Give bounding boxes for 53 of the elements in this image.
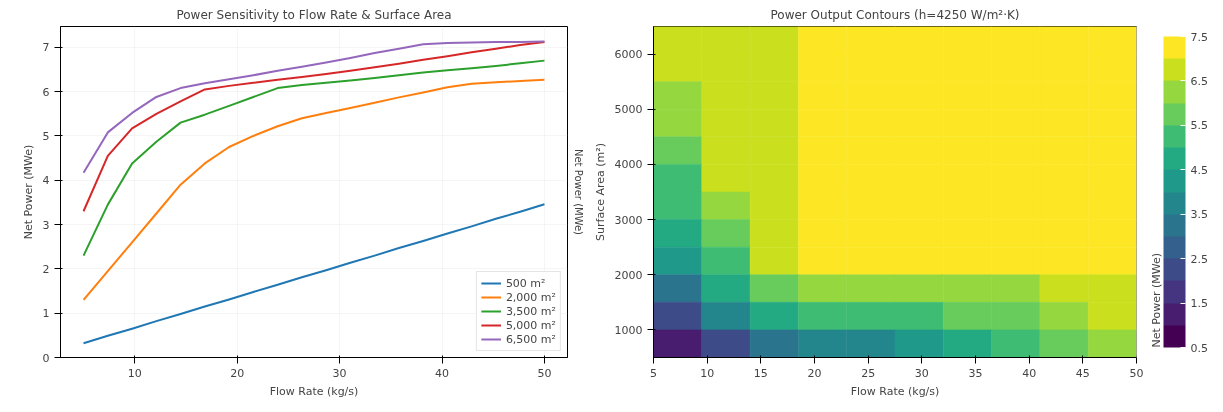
x-axis-title: Flow Rate (kg/s) — [850, 384, 940, 398]
y-tick-label: 3000 — [614, 213, 643, 227]
chart-title: Power Output Contours (h=4250 W/m²·K) — [770, 7, 1020, 22]
color-bar-label: 2.5 — [1190, 252, 1208, 266]
x-tick-label: 25 — [861, 366, 876, 380]
y-axis-title: Net Power (MWe) — [21, 144, 35, 240]
y-tick-label: 6 — [42, 85, 50, 99]
y-tick-label: 2000 — [614, 268, 643, 282]
color-bar-label: 3.5 — [1190, 208, 1208, 222]
line-series — [82, 59, 546, 257]
color-bar-title: Net Power (MWe) — [1149, 252, 1163, 348]
x-tick-label: 50 — [1129, 366, 1144, 380]
color-bar-label: 1.5 — [1190, 297, 1208, 311]
x-tick-label: 50 — [537, 366, 552, 380]
y-tick-label: 4 — [42, 174, 50, 188]
color-bar-label: 6.5 — [1190, 74, 1208, 88]
x-tick-label: 40 — [1022, 366, 1037, 380]
color-bar-label: 0.5 — [1190, 341, 1208, 355]
x-tick-label: 35 — [968, 366, 983, 380]
legend-label: 2,000 m² — [505, 290, 556, 304]
chart-title: Power Sensitivity to Flow Rate & Surface Area — [176, 7, 452, 22]
legend-label: 5,000 m² — [505, 318, 556, 332]
y-tick-label: 7 — [42, 41, 50, 55]
x-tick-label: 45 — [1075, 366, 1090, 380]
x-tick-label: 5 — [650, 366, 657, 380]
x-tick-label: 15 — [753, 366, 768, 380]
legend-label: 6,500 m² — [505, 332, 556, 346]
line-series — [82, 41, 546, 213]
y-tick-label: 2 — [42, 262, 50, 276]
x-tick-label: 10 — [700, 366, 715, 380]
legend-label: 3,500 m² — [505, 304, 556, 318]
x-tick-label: 40 — [435, 366, 450, 380]
y-tick-label: 5 — [42, 129, 50, 143]
x-tick-label: 30 — [332, 366, 347, 380]
x-tick-label: 20 — [807, 366, 822, 380]
x-axis-title: Flow Rate (kg/s) — [269, 384, 359, 398]
color-bar-label: 7.5 — [1190, 30, 1208, 44]
text: Net Power (MWe) — [572, 148, 584, 236]
y-tick-label: 1 — [42, 307, 50, 321]
y-tick-label: 0 — [42, 351, 50, 365]
y-tick-label: 4000 — [614, 158, 643, 172]
legend-label: 500 m² — [505, 276, 546, 290]
x-tick-label: 20 — [230, 366, 245, 380]
y-axis-title: Surface Area (m²) — [593, 143, 607, 241]
x-tick-label: 30 — [914, 366, 929, 380]
line-series — [82, 40, 546, 174]
y-tick-label: 3 — [42, 218, 50, 232]
color-bar-label: 5.5 — [1190, 119, 1208, 133]
y-tick-label: 5000 — [614, 103, 643, 117]
color-bar-label: 4.5 — [1190, 163, 1208, 177]
x-tick-label: 10 — [127, 366, 142, 380]
y-tick-label: 1000 — [614, 323, 643, 337]
y-tick-label: 6000 — [614, 48, 643, 62]
